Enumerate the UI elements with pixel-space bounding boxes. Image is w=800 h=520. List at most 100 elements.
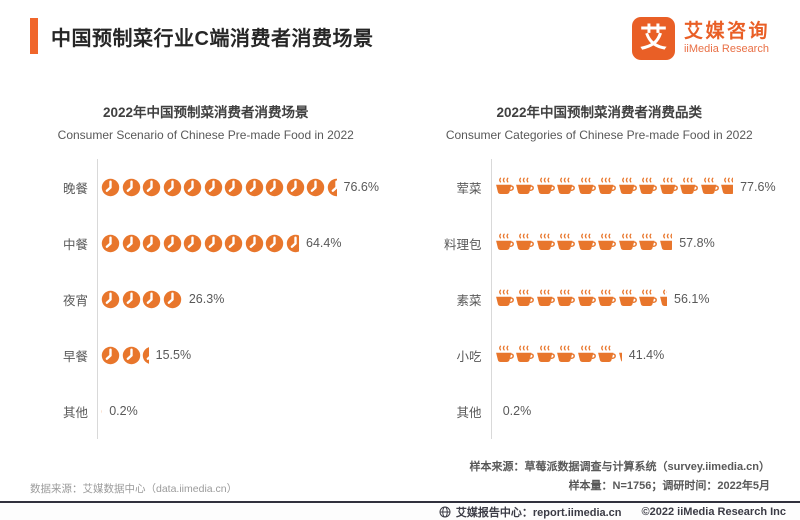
logo-name-cn: 艾媒咨询	[683, 20, 770, 42]
value-label: 57.8%	[679, 236, 715, 251]
cup-icon	[556, 177, 577, 197]
clock-icon	[122, 178, 143, 197]
clock-icon	[122, 346, 143, 365]
clock-icon	[306, 178, 327, 197]
cup-icon	[515, 177, 536, 197]
category-label: 晚餐	[62, 181, 88, 196]
page-header: 中国预制菜行业C端消费者消费场景	[30, 18, 373, 54]
chart-subtitle: Consumer Scenario of Chinese Pre-made Fo…	[57, 127, 354, 142]
footer-copyright: ©2022 iiMedia Research Inc	[641, 505, 786, 518]
cup-icon	[495, 177, 516, 197]
category-label: 中餐	[62, 237, 88, 252]
clock-icon	[183, 234, 204, 253]
pictogram-bar: 56.1%	[490, 271, 776, 328]
clock-icon	[265, 234, 286, 253]
clock-icon	[101, 178, 122, 197]
cup-icon	[536, 177, 557, 197]
clock-icon	[224, 178, 245, 197]
icon-strip	[101, 402, 103, 421]
clock-icon	[245, 234, 266, 253]
category-label: 其他	[456, 405, 482, 420]
chart-row: 晚餐 76.6%	[30, 159, 382, 216]
cup-icon	[618, 233, 639, 253]
footer-report-center-text: 艾媒报告中心：report.iimedia.cn	[455, 506, 622, 519]
value-label: 0.2%	[502, 404, 532, 419]
cup-icon-partial	[659, 289, 667, 309]
clock-icon	[163, 178, 184, 197]
iimedia-logo: 艾 艾媒咨询 iiMedia Research	[631, 17, 770, 60]
chart-row: 其他 0.2%	[30, 383, 382, 440]
value-label: 15.5%	[155, 348, 192, 363]
clock-icon	[265, 178, 286, 197]
chart-row: 夜宵 26.3%	[30, 271, 382, 328]
clock-icon	[101, 346, 122, 365]
cup-icon	[536, 345, 557, 365]
clock-icon	[142, 178, 163, 197]
chart-subtitle: Consumer Categories of Chinese Pre-made …	[445, 127, 753, 142]
cup-icon-partial	[720, 177, 734, 197]
pictogram-bar: 41.4%	[490, 327, 776, 384]
chart-row: 素菜 56.1%	[424, 271, 776, 328]
cup-icon	[577, 345, 598, 365]
chart-row: 料理包 57.8%	[424, 215, 776, 272]
category-label: 夜宵	[62, 293, 88, 308]
pictogram-bar: 15.5%	[97, 327, 382, 384]
cup-icon	[638, 233, 659, 253]
pictogram-bar: 26.3%	[97, 271, 382, 328]
icon-strip	[495, 401, 496, 421]
chart-row: 小吃 41.4%	[424, 327, 776, 384]
footer-report-center: 艾媒报告中心：report.iimedia.cn	[439, 504, 622, 520]
page-title: 中国预制菜行业C端消费者消费场景	[51, 27, 374, 50]
charts-container: 2022年中国预制菜消费者消费场景 Consumer Scenario of C…	[30, 104, 776, 440]
clock-icon	[286, 178, 307, 197]
cup-icon	[556, 345, 577, 365]
clock-icon-partial	[286, 234, 300, 253]
cup-icon	[597, 177, 618, 197]
chart-row: 中餐 64.4%	[30, 215, 382, 272]
cup-icon	[556, 289, 577, 309]
iimedia-logo-icon: 艾	[631, 17, 675, 60]
data-source-note: 数据来源：艾媒数据中心（data.iimedia.cn）	[30, 483, 238, 495]
icon-strip	[495, 233, 673, 253]
cup-icon	[597, 289, 618, 309]
value-label: 77.6%	[740, 180, 776, 195]
value-label: 56.1%	[674, 292, 710, 307]
clock-icon	[142, 234, 163, 253]
cup-icon	[618, 177, 639, 197]
sample-source-note: 样本来源：草莓派数据调查与计算系统（survey.iimedia.cn）	[469, 461, 770, 473]
pictogram-bar: 57.8%	[490, 215, 776, 272]
icon-strip	[101, 178, 337, 197]
cup-icon	[515, 233, 536, 253]
value-label: 76.6%	[343, 180, 379, 195]
pictogram-bar: 77.6%	[490, 159, 776, 216]
category-label: 素菜	[456, 293, 482, 308]
cup-icon	[700, 177, 721, 197]
cup-icon	[495, 289, 516, 309]
cup-icon	[536, 289, 557, 309]
cup-icon-partial	[495, 401, 496, 421]
cup-icon	[495, 233, 516, 253]
cup-icon-partial	[618, 345, 622, 365]
cup-icon	[577, 177, 598, 197]
iimedia-logo-text: 艾媒咨询 iiMedia Research	[684, 21, 770, 56]
pictogram-bar: 0.2%	[490, 383, 776, 440]
icon-strip	[101, 290, 182, 309]
cup-icon	[597, 233, 618, 253]
cup-icon	[618, 289, 639, 309]
clock-icon-partial	[327, 178, 337, 197]
footer-bar: 艾媒报告中心：report.iimedia.cn ©2022 iiMedia R…	[0, 501, 800, 520]
cup-icon	[638, 289, 659, 309]
category-label: 其他	[62, 405, 88, 420]
category-label: 小吃	[456, 349, 482, 364]
clock-icon	[245, 178, 266, 197]
value-label: 64.4%	[306, 236, 342, 251]
globe-icon	[439, 506, 451, 518]
chart-title: 2022年中国预制菜消费者消费场景	[102, 105, 309, 120]
cup-icon	[659, 177, 680, 197]
clock-icon	[163, 234, 184, 253]
chart-consumer-categories: 2022年中国预制菜消费者消费品类 Consumer Categories of…	[424, 104, 776, 440]
clock-icon-partial	[101, 402, 103, 421]
cup-icon	[577, 289, 598, 309]
clock-icon	[224, 234, 245, 253]
cup-icon	[536, 233, 557, 253]
